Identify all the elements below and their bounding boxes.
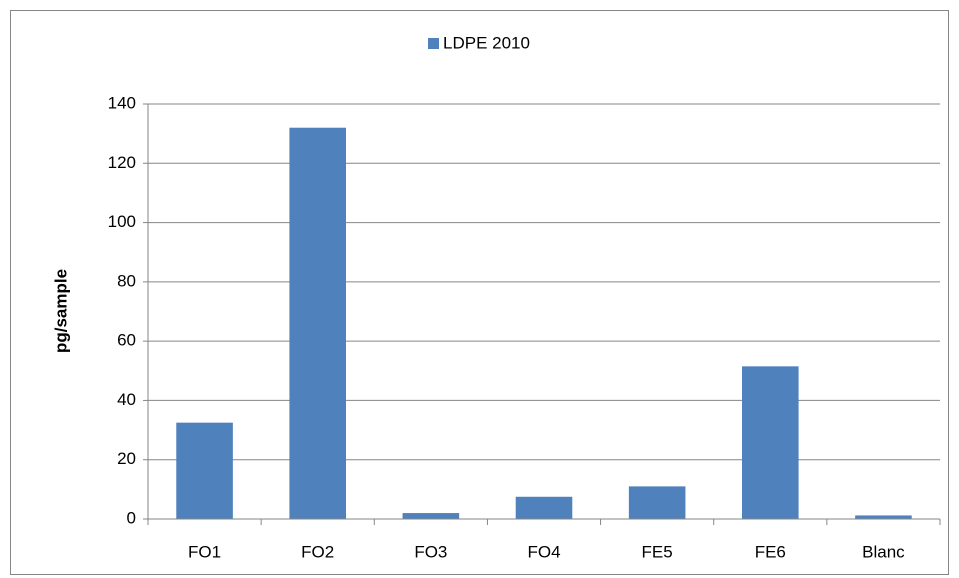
chart-border	[10, 10, 949, 575]
y-tick-label: 100	[108, 212, 136, 231]
y-tick-label: 80	[117, 271, 136, 290]
bar	[742, 366, 799, 519]
bar	[855, 515, 912, 519]
y-tick-label: 60	[117, 331, 136, 350]
bar	[289, 127, 346, 519]
x-tick-label: Blanc	[862, 542, 905, 561]
x-tick-label: FO1	[188, 542, 221, 561]
y-tick-label: 140	[108, 93, 136, 112]
y-tick-label: 120	[108, 153, 136, 172]
x-tick-label: FO2	[301, 542, 334, 561]
x-tick-label: FE6	[755, 542, 786, 561]
bar	[176, 422, 233, 519]
bar	[628, 486, 686, 519]
y-tick-label: 40	[117, 390, 136, 409]
x-tick-label: FO3	[414, 542, 447, 561]
y-tick-label: 0	[127, 508, 136, 527]
legend-label: LDPE 2010	[443, 33, 530, 52]
bar	[402, 513, 460, 519]
y-axis-label: pg/sample	[51, 269, 70, 353]
legend-swatch	[428, 38, 439, 49]
x-tick-label: FO4	[527, 542, 560, 561]
bar	[515, 496, 573, 519]
y-tick-label: 20	[117, 449, 136, 468]
x-tick-label: FE5	[642, 542, 673, 561]
